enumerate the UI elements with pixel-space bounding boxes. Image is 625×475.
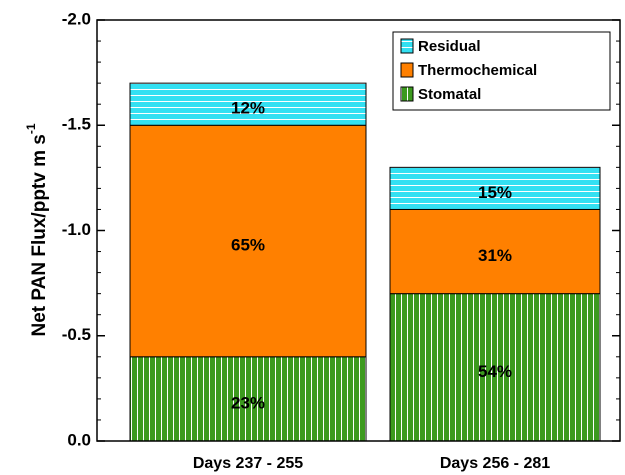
legend-label: Residual <box>418 38 481 55</box>
segment-label: 54% <box>478 362 512 381</box>
legend-swatch <box>400 38 414 54</box>
y-tick-label: -2.0 <box>62 9 91 28</box>
bar-segment <box>389 208 601 295</box>
segment-label: 23% <box>231 393 265 412</box>
bar-segment <box>129 356 367 442</box>
x-tick-label: Days 237 - 255 <box>193 455 303 472</box>
segment-label: 15% <box>478 183 512 202</box>
bar-segment <box>389 166 601 210</box>
segment-label: 65% <box>231 236 265 255</box>
legend-swatch <box>400 86 414 102</box>
y-tick-label: -1.5 <box>62 115 91 134</box>
segment-label: 31% <box>478 246 512 265</box>
segment-label: 12% <box>231 99 265 118</box>
y-tick-label: -0.5 <box>62 325 91 344</box>
bar-segment <box>129 82 367 126</box>
y-axis-label: Net PAN Flux/pptv m s-1 <box>24 123 50 336</box>
legend-label: Thermochemical <box>418 62 537 79</box>
bar-segment <box>389 293 601 442</box>
x-tick-label: Days 256 - 281 <box>440 455 550 472</box>
legend-swatch <box>400 62 414 78</box>
y-tick-label: -1.0 <box>62 220 91 239</box>
legend-label: Stomatal <box>418 86 481 103</box>
y-tick-label: 0.0 <box>67 430 91 449</box>
legend-box <box>392 31 611 111</box>
legend: Residual Thermochemical Stomatal <box>392 31 611 111</box>
bar-segment <box>129 124 367 358</box>
